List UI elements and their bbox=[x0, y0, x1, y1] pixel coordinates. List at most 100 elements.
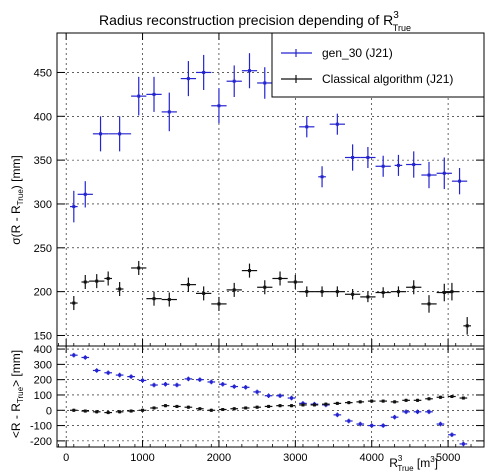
legend-label-0: gen_30 (J21) bbox=[322, 46, 393, 60]
data-point bbox=[81, 275, 89, 289]
data-point bbox=[162, 404, 170, 407]
data-point bbox=[150, 406, 158, 409]
data-marker bbox=[305, 125, 308, 128]
data-point bbox=[116, 410, 124, 413]
y-tick-label: -200 bbox=[30, 436, 52, 448]
data-marker bbox=[347, 419, 350, 422]
data-point bbox=[360, 292, 375, 303]
data-point bbox=[104, 271, 112, 285]
data-marker bbox=[393, 416, 396, 419]
data-marker bbox=[153, 384, 156, 387]
data-marker bbox=[416, 410, 419, 413]
bottom-y-axis-label: <R - RTrue> [mm] bbox=[9, 350, 25, 438]
data-marker bbox=[118, 410, 121, 413]
data-point bbox=[196, 407, 204, 410]
data-point bbox=[207, 380, 215, 385]
data-marker bbox=[84, 280, 87, 283]
data-point bbox=[196, 55, 211, 90]
data-marker bbox=[439, 396, 442, 399]
data-point bbox=[402, 399, 410, 402]
data-marker bbox=[248, 269, 251, 272]
data-point bbox=[207, 409, 215, 412]
data-point bbox=[93, 116, 108, 151]
data-point bbox=[437, 157, 452, 189]
data-marker bbox=[366, 295, 369, 298]
data-marker bbox=[118, 132, 121, 135]
data-point bbox=[196, 377, 204, 382]
data-point bbox=[127, 410, 135, 413]
data-point bbox=[70, 409, 78, 412]
data-marker bbox=[267, 405, 270, 408]
data-point bbox=[219, 408, 227, 411]
data-point bbox=[288, 275, 303, 289]
series-1 bbox=[70, 261, 471, 335]
y-tick-label: 350 bbox=[34, 155, 52, 167]
data-point bbox=[460, 442, 468, 447]
top-y-axis-label: σ(R - RTrue) [mm] bbox=[9, 155, 25, 245]
data-point bbox=[219, 382, 227, 387]
data-marker bbox=[187, 377, 190, 380]
data-point bbox=[227, 283, 242, 297]
data-marker bbox=[168, 298, 171, 301]
data-marker bbox=[466, 324, 469, 327]
data-marker bbox=[458, 180, 461, 183]
data-point bbox=[345, 289, 360, 300]
data-marker bbox=[382, 424, 385, 427]
data-point bbox=[391, 400, 399, 403]
chart-title: Radius reconstruction precision dependin… bbox=[99, 10, 411, 33]
data-point bbox=[162, 93, 177, 132]
data-marker bbox=[130, 375, 133, 378]
data-marker bbox=[164, 383, 167, 386]
data-marker bbox=[137, 266, 140, 269]
data-marker bbox=[84, 356, 87, 359]
data-point bbox=[230, 384, 238, 389]
data-marker bbox=[347, 401, 350, 404]
data-marker bbox=[450, 395, 453, 398]
data-marker bbox=[416, 399, 419, 402]
data-marker bbox=[290, 397, 293, 400]
y-tick-label: 200 bbox=[34, 375, 52, 387]
data-marker bbox=[305, 290, 308, 293]
data-point bbox=[242, 264, 257, 278]
data-marker bbox=[137, 95, 140, 98]
data-point bbox=[89, 274, 104, 288]
data-marker bbox=[428, 410, 431, 413]
data-marker bbox=[428, 174, 431, 177]
data-marker bbox=[290, 404, 293, 407]
y-tick-label: 100 bbox=[34, 390, 52, 402]
y-tick-label: 400 bbox=[34, 111, 52, 123]
data-marker bbox=[244, 386, 247, 389]
data-point bbox=[242, 53, 257, 88]
data-point bbox=[330, 114, 345, 135]
data-marker bbox=[118, 374, 121, 377]
data-marker bbox=[221, 383, 224, 386]
data-marker bbox=[107, 371, 110, 374]
data-point bbox=[242, 385, 250, 390]
data-point bbox=[211, 88, 226, 123]
data-point bbox=[81, 410, 89, 413]
data-point bbox=[70, 353, 78, 358]
data-marker bbox=[72, 302, 75, 305]
data-marker bbox=[263, 81, 266, 84]
data-point bbox=[406, 151, 421, 177]
data-marker bbox=[175, 405, 178, 408]
data-marker bbox=[210, 409, 213, 412]
data-point bbox=[139, 409, 147, 412]
data-point bbox=[181, 61, 196, 96]
data-marker bbox=[450, 290, 453, 293]
data-point bbox=[395, 155, 403, 176]
data-marker bbox=[164, 404, 167, 407]
data-marker bbox=[336, 290, 339, 293]
legend: gen_30 (J21) Classical algorithm (J21) bbox=[272, 33, 484, 97]
data-marker bbox=[187, 406, 190, 409]
data-point bbox=[139, 378, 147, 383]
data-point bbox=[131, 261, 146, 275]
data-marker bbox=[324, 403, 327, 406]
data-marker bbox=[294, 280, 297, 283]
data-marker bbox=[336, 402, 339, 405]
data-marker bbox=[359, 400, 362, 403]
data-point bbox=[265, 405, 273, 408]
series-0 bbox=[70, 353, 467, 446]
data-marker bbox=[130, 410, 133, 413]
